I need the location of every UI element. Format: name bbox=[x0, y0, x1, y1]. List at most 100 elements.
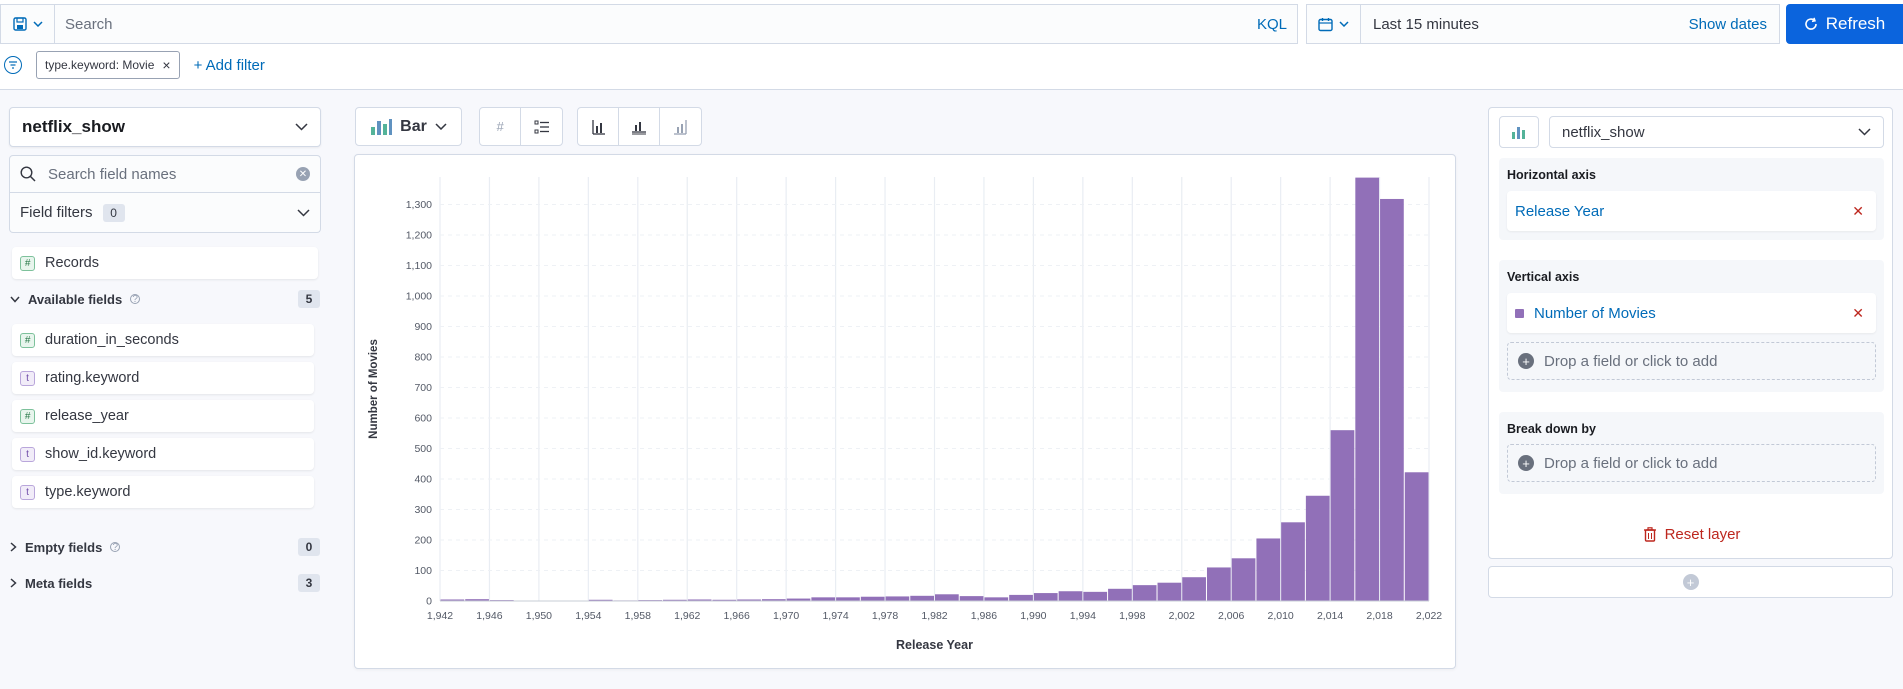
date-picker: Last 15 minutes Show dates bbox=[1306, 4, 1780, 44]
bar[interactable] bbox=[1305, 495, 1330, 601]
field-item[interactable]: t rating.keyword bbox=[12, 362, 314, 394]
y-tick-label: 0 bbox=[426, 596, 432, 608]
axis-tools bbox=[577, 107, 702, 146]
horizontal-axis-group: Horizontal axis Release Year ✕ bbox=[1499, 158, 1884, 240]
bar[interactable] bbox=[1330, 430, 1355, 601]
x-tick-label: 1,970 bbox=[773, 610, 799, 622]
legend-button[interactable] bbox=[521, 108, 562, 145]
bar[interactable] bbox=[836, 597, 860, 601]
bar[interactable] bbox=[935, 594, 959, 601]
bar[interactable] bbox=[1231, 558, 1256, 601]
field-item[interactable]: # duration_in_seconds bbox=[12, 324, 314, 356]
plus-icon: + bbox=[1682, 574, 1699, 590]
vertical-axis-dimension[interactable]: Number of Movies ✕ bbox=[1507, 293, 1876, 333]
filter-options-icon[interactable] bbox=[4, 56, 22, 74]
help-icon[interactable]: ? bbox=[130, 294, 141, 305]
bar-chart[interactable]: 1,942 1,946 1,950 1,954 1,958 1,962 1,966 1,970… bbox=[355, 155, 1455, 668]
chart-type-switcher[interactable]: Bar bbox=[355, 107, 462, 146]
bar[interactable] bbox=[687, 599, 712, 601]
horizontal-axis-dimension[interactable]: Release Year ✕ bbox=[1507, 191, 1876, 231]
number-sign-icon: # bbox=[496, 119, 504, 134]
bar[interactable] bbox=[465, 599, 489, 601]
bar[interactable] bbox=[1256, 538, 1281, 601]
number-type-icon: # bbox=[20, 255, 35, 271]
bar[interactable] bbox=[1157, 582, 1182, 601]
clear-search-icon[interactable]: ✕ bbox=[296, 167, 310, 181]
date-range-text[interactable]: Last 15 minutes bbox=[1373, 15, 1479, 33]
layer-index-name: netflix_show bbox=[1562, 123, 1645, 141]
remove-dimension-icon[interactable]: ✕ bbox=[1852, 202, 1864, 219]
filter-pill[interactable]: type.keyword: Movie × bbox=[36, 51, 180, 79]
bar[interactable] bbox=[984, 597, 1009, 601]
left-axis-icon bbox=[592, 119, 605, 135]
bar[interactable] bbox=[1281, 522, 1305, 601]
close-icon[interactable]: × bbox=[162, 57, 171, 73]
field-name: release_year bbox=[45, 408, 129, 424]
bar[interactable] bbox=[786, 598, 811, 601]
bar[interactable] bbox=[1033, 593, 1058, 601]
bar[interactable] bbox=[761, 599, 786, 601]
field-filters-toggle[interactable]: Field filters 0 bbox=[9, 193, 321, 233]
dimension-label: Release Year bbox=[1515, 202, 1605, 220]
bar[interactable] bbox=[663, 599, 687, 601]
help-icon[interactable]: ? bbox=[110, 542, 121, 553]
bar[interactable] bbox=[712, 599, 737, 601]
right-axis-button[interactable] bbox=[660, 108, 701, 145]
breakdown-drop-zone[interactable]: + Drop a field or click to add bbox=[1507, 444, 1876, 482]
bar[interactable] bbox=[1380, 198, 1404, 601]
x-tick-label: 2,014 bbox=[1317, 610, 1343, 622]
chevron-down-icon bbox=[1339, 21, 1349, 27]
bar[interactable] bbox=[959, 596, 984, 601]
x-tick-label: 1,990 bbox=[1020, 610, 1046, 622]
bottom-axis-button[interactable] bbox=[619, 108, 660, 145]
bar[interactable] bbox=[1355, 177, 1380, 601]
bar[interactable] bbox=[1058, 591, 1083, 601]
field-item[interactable]: # release_year bbox=[12, 400, 314, 432]
bar[interactable] bbox=[885, 596, 910, 601]
bar[interactable] bbox=[1009, 594, 1033, 601]
show-dates-link[interactable]: Show dates bbox=[1688, 15, 1767, 33]
bar[interactable] bbox=[811, 597, 836, 601]
remove-dimension-icon[interactable]: ✕ bbox=[1852, 304, 1864, 321]
reset-layer-button[interactable]: Reset layer bbox=[1489, 526, 1894, 543]
y-tick-label: 600 bbox=[414, 412, 432, 424]
bar[interactable] bbox=[1206, 567, 1231, 601]
saved-query-button[interactable] bbox=[0, 4, 54, 44]
refresh-label: Refresh bbox=[1825, 14, 1886, 33]
layer-type-button[interactable] bbox=[1499, 116, 1539, 148]
bar[interactable] bbox=[1132, 585, 1157, 601]
number-type-icon: # bbox=[20, 408, 35, 424]
bar[interactable] bbox=[910, 595, 934, 601]
field-item[interactable]: t type.keyword bbox=[12, 476, 314, 508]
field-name: duration_in_seconds bbox=[45, 332, 179, 348]
bar[interactable] bbox=[588, 599, 613, 601]
layer-index-select[interactable]: netflix_show bbox=[1549, 116, 1884, 148]
meta-fields-header[interactable]: Meta fields 3 bbox=[10, 571, 320, 595]
index-pattern-select[interactable]: netflix_show bbox=[9, 107, 321, 147]
empty-fields-header[interactable]: Empty fields ? 0 bbox=[10, 535, 320, 559]
bar[interactable] bbox=[860, 596, 885, 601]
x-tick-label: 1,978 bbox=[872, 610, 898, 622]
add-filter-button[interactable]: + Add filter bbox=[193, 56, 265, 74]
kql-toggle[interactable]: KQL bbox=[1256, 15, 1287, 33]
field-item[interactable]: t show_id.keyword bbox=[12, 438, 314, 470]
bar[interactable] bbox=[1083, 591, 1108, 601]
chevron-down-icon bbox=[1858, 128, 1871, 136]
field-item-records[interactable]: # Records bbox=[12, 247, 318, 279]
field-search-input[interactable] bbox=[48, 165, 284, 183]
bar[interactable] bbox=[1182, 577, 1206, 601]
bar[interactable] bbox=[737, 599, 761, 601]
add-layer-button[interactable]: + bbox=[1488, 566, 1893, 598]
value-labels-button[interactable]: # bbox=[480, 108, 521, 145]
refresh-button[interactable]: Refresh bbox=[1786, 4, 1903, 44]
bar[interactable] bbox=[440, 599, 465, 601]
calendar-icon bbox=[1318, 17, 1333, 31]
available-fields-header[interactable]: Available fields ? 5 bbox=[10, 287, 320, 311]
quick-date-menu-button[interactable] bbox=[1307, 5, 1361, 43]
query-search-input[interactable] bbox=[65, 15, 1257, 33]
left-axis-button[interactable] bbox=[578, 108, 619, 145]
vertical-axis-drop-zone[interactable]: + Drop a field or click to add bbox=[1507, 342, 1876, 380]
bar[interactable] bbox=[1404, 472, 1429, 601]
plus-icon: + bbox=[1518, 455, 1534, 471]
bar[interactable] bbox=[1108, 588, 1132, 601]
